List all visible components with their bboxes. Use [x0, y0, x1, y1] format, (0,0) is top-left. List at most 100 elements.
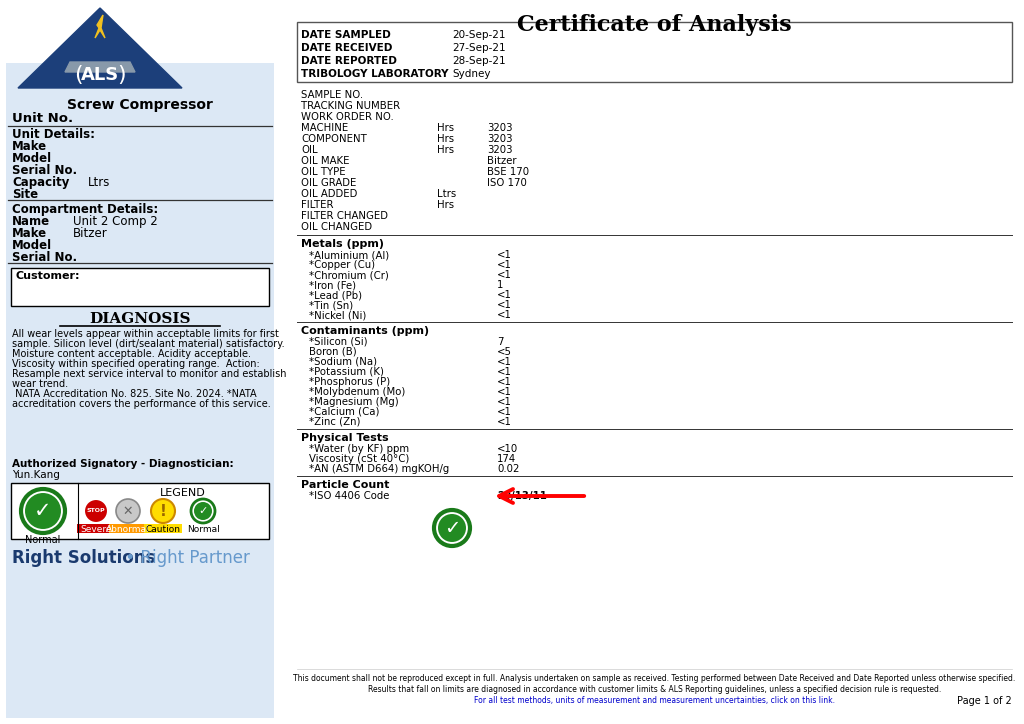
Text: ✕: ✕	[123, 505, 133, 518]
Text: *ISO 4406 Code: *ISO 4406 Code	[309, 491, 389, 501]
Circle shape	[84, 499, 108, 523]
Text: Yun.Kang: Yun.Kang	[12, 470, 59, 480]
Text: Physical Tests: Physical Tests	[301, 433, 389, 443]
Text: Bitzer: Bitzer	[487, 156, 516, 166]
FancyBboxPatch shape	[144, 524, 182, 533]
Text: Hrs: Hrs	[437, 134, 454, 144]
Text: For all test methods, units of measurement and measurement uncertainties, click : For all test methods, units of measureme…	[474, 696, 835, 705]
Text: !: !	[160, 503, 167, 518]
Polygon shape	[95, 15, 105, 38]
Circle shape	[191, 499, 215, 523]
Text: LEGEND: LEGEND	[160, 488, 206, 498]
Text: Hrs: Hrs	[437, 123, 454, 133]
Text: 1: 1	[497, 280, 504, 290]
Text: Authorized Signatory - Diagnostician:: Authorized Signatory - Diagnostician:	[12, 459, 233, 469]
Circle shape	[25, 493, 61, 529]
Text: WORK ORDER NO.: WORK ORDER NO.	[301, 112, 394, 122]
Text: Abnormal: Abnormal	[106, 524, 150, 534]
Text: Capacity: Capacity	[12, 176, 70, 189]
Text: Resample next service interval to monitor and establish: Resample next service interval to monito…	[12, 369, 287, 379]
Text: *Zinc (Zn): *Zinc (Zn)	[309, 417, 360, 427]
Text: 174: 174	[497, 454, 516, 464]
Text: accreditation covers the performance of this service.: accreditation covers the performance of …	[12, 399, 270, 409]
FancyBboxPatch shape	[297, 22, 1012, 82]
FancyBboxPatch shape	[109, 524, 147, 533]
Text: sample. Silicon level (dirt/sealant material) satisfactory.: sample. Silicon level (dirt/sealant mate…	[12, 339, 285, 349]
Text: *Potassium (K): *Potassium (K)	[309, 367, 384, 377]
Text: 3203: 3203	[487, 123, 512, 133]
Text: Hrs: Hrs	[437, 145, 454, 155]
Text: Unit Details:: Unit Details:	[12, 128, 95, 141]
Text: <5: <5	[497, 347, 512, 357]
Text: <1: <1	[497, 250, 512, 260]
Text: Compartment Details:: Compartment Details:	[12, 203, 159, 216]
Text: *Calcium (Ca): *Calcium (Ca)	[309, 407, 380, 417]
Text: OIL MAKE: OIL MAKE	[301, 156, 349, 166]
Circle shape	[434, 510, 470, 546]
Text: 7: 7	[497, 337, 504, 347]
Text: Viscosity (cSt 40°C): Viscosity (cSt 40°C)	[309, 454, 410, 464]
Text: ✓: ✓	[443, 518, 460, 537]
Text: *Copper (Cu): *Copper (Cu)	[309, 260, 375, 270]
Text: Hrs: Hrs	[437, 200, 454, 210]
Text: *Aluminium (Al): *Aluminium (Al)	[309, 250, 389, 260]
Text: Model: Model	[12, 152, 52, 165]
FancyBboxPatch shape	[11, 483, 269, 539]
Text: ): )	[118, 65, 126, 85]
Text: Customer:: Customer:	[16, 271, 81, 281]
Circle shape	[194, 502, 212, 520]
Text: *Chromium (Cr): *Chromium (Cr)	[309, 270, 389, 280]
Text: Make: Make	[12, 140, 47, 153]
Text: Right Solutions: Right Solutions	[12, 549, 156, 567]
Text: *Lead (Pb): *Lead (Pb)	[309, 290, 362, 300]
FancyBboxPatch shape	[11, 268, 269, 306]
Text: Site: Site	[12, 188, 38, 201]
Polygon shape	[65, 62, 135, 72]
Text: 3203: 3203	[487, 145, 512, 155]
Text: <1: <1	[497, 367, 512, 377]
Text: *Sodium (Na): *Sodium (Na)	[309, 357, 377, 367]
Text: 28-Sep-21: 28-Sep-21	[452, 56, 506, 66]
Text: Certificate of Analysis: Certificate of Analysis	[517, 14, 792, 36]
Text: Normal: Normal	[186, 524, 219, 534]
Text: Name: Name	[12, 215, 50, 228]
Text: Unit No.: Unit No.	[12, 112, 73, 125]
Text: Page 1 of 2: Page 1 of 2	[957, 696, 1012, 706]
Text: Unit 2 Comp 2: Unit 2 Comp 2	[73, 215, 158, 228]
FancyBboxPatch shape	[77, 524, 115, 533]
Text: Make: Make	[12, 227, 47, 240]
Text: Results that fall on limits are diagnosed in accordance with customer limits & A: Results that fall on limits are diagnose…	[368, 685, 941, 694]
Text: OIL GRADE: OIL GRADE	[301, 178, 356, 188]
Text: (: (	[74, 65, 82, 85]
Text: DIAGNOSIS: DIAGNOSIS	[89, 312, 190, 326]
Text: Severe: Severe	[80, 524, 112, 534]
Text: <1: <1	[497, 407, 512, 417]
Text: Model: Model	[12, 239, 52, 252]
Text: <1: <1	[497, 357, 512, 367]
Text: TRACKING NUMBER: TRACKING NUMBER	[301, 101, 400, 111]
Text: *Silicon (Si): *Silicon (Si)	[309, 337, 368, 347]
Text: 20-Sep-21: 20-Sep-21	[452, 30, 506, 40]
Circle shape	[116, 499, 140, 523]
Text: DATE SAMPLED: DATE SAMPLED	[301, 30, 391, 40]
Text: Metals (ppm): Metals (ppm)	[301, 239, 384, 249]
Text: <1: <1	[497, 310, 512, 320]
Text: Ltrs: Ltrs	[88, 176, 111, 189]
Text: Viscosity within specified operating range.  Action:: Viscosity within specified operating ran…	[12, 359, 260, 369]
Text: Serial No.: Serial No.	[12, 164, 77, 177]
Text: <1: <1	[497, 397, 512, 407]
Text: *Tin (Sn): *Tin (Sn)	[309, 300, 353, 310]
Text: *Phosphorus (P): *Phosphorus (P)	[309, 377, 390, 387]
Text: Sydney: Sydney	[452, 69, 490, 79]
Text: • Right Partner: • Right Partner	[120, 549, 250, 567]
Circle shape	[151, 499, 175, 523]
Text: <1: <1	[497, 417, 512, 427]
Text: *Iron (Fe): *Iron (Fe)	[309, 280, 356, 290]
Text: DATE REPORTED: DATE REPORTED	[301, 56, 397, 66]
Text: <1: <1	[497, 377, 512, 387]
Circle shape	[22, 489, 65, 533]
Text: OIL TYPE: OIL TYPE	[301, 167, 346, 177]
Text: <1: <1	[497, 260, 512, 270]
Text: ✓: ✓	[199, 506, 208, 516]
Text: *Nickel (Ni): *Nickel (Ni)	[309, 310, 367, 320]
